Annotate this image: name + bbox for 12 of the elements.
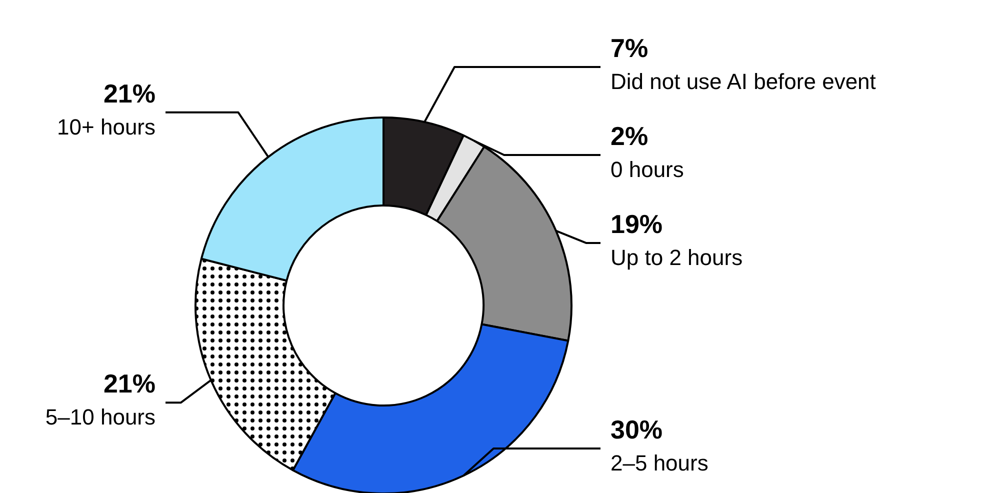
slice-label: 10+ hours xyxy=(57,114,156,140)
slice-label: Up to 2 hours xyxy=(610,244,743,270)
data-label: 21% xyxy=(103,368,156,399)
slice-label: 0 hours xyxy=(610,156,684,182)
data-label: 19% xyxy=(610,208,663,239)
slice-label: 5–10 hours xyxy=(45,404,156,430)
data-label: 2% xyxy=(610,120,648,151)
slice-label: Did not use AI before event xyxy=(610,68,876,94)
data-label: 30% xyxy=(610,414,663,444)
slice-label: 2–5 hours xyxy=(610,450,708,476)
data-label: 21% xyxy=(103,78,156,108)
data-label: 7% xyxy=(610,32,648,63)
